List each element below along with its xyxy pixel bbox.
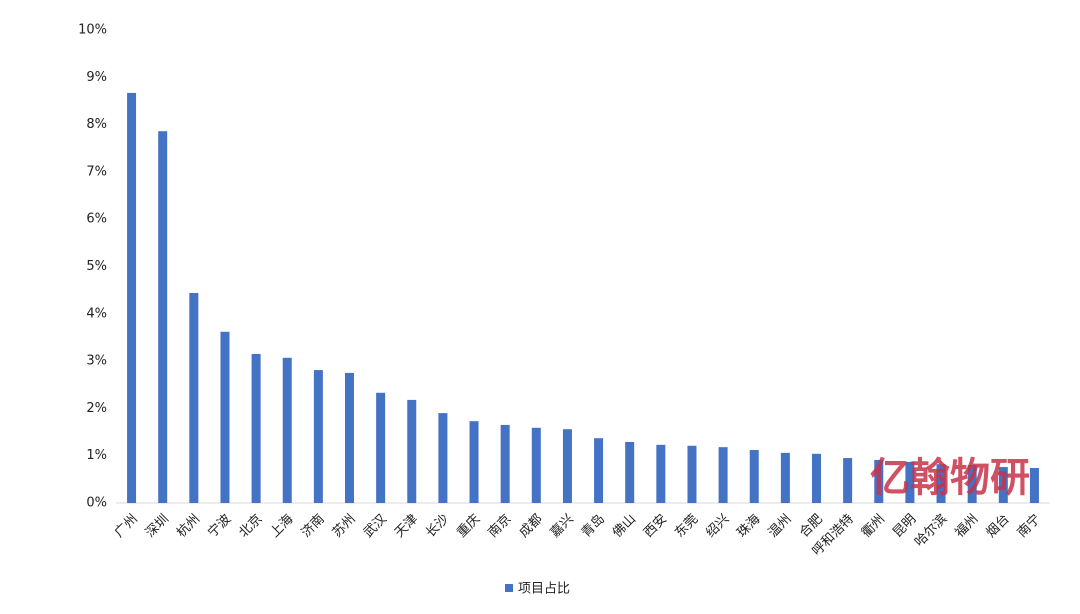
watermark: 亿翰物研 xyxy=(870,455,1030,501)
x-tick-label: 衢州 xyxy=(859,512,888,541)
bar xyxy=(158,131,168,504)
x-tick-label: 苏州 xyxy=(329,511,359,541)
bar xyxy=(376,392,386,503)
bar xyxy=(998,467,1008,503)
x-tick-label: 绍兴 xyxy=(703,512,732,541)
bar xyxy=(189,292,199,503)
bar xyxy=(407,399,417,503)
y-tick-label: 6% xyxy=(86,212,107,227)
bar xyxy=(625,441,635,503)
x-tick-label: 温州 xyxy=(766,512,795,541)
y-tick-label: 1% xyxy=(86,448,107,463)
bar xyxy=(313,370,323,503)
y-tick-label: 5% xyxy=(86,259,107,274)
x-tick-label: 济南 xyxy=(298,511,328,541)
x-tick-label: 南京 xyxy=(485,511,515,541)
x-tick-label: 武汉 xyxy=(361,512,390,541)
x-tick-label: 嘉兴 xyxy=(548,512,577,541)
legend-swatch xyxy=(505,584,513,592)
y-tick-label: 4% xyxy=(86,306,107,321)
x-tick-label: 青岛 xyxy=(578,511,608,541)
bar xyxy=(718,447,728,503)
x-tick-label: 北京 xyxy=(236,512,265,541)
bar xyxy=(251,354,261,503)
x-tick-label: 广州 xyxy=(112,512,141,541)
x-tick-label: 东莞 xyxy=(672,512,701,541)
x-tick-label: 珠海 xyxy=(735,512,764,541)
bar xyxy=(531,427,541,503)
bar xyxy=(594,438,604,503)
x-tick-label: 杭州 xyxy=(174,512,203,541)
y-tick-label: 2% xyxy=(86,401,107,416)
y-tick-label: 3% xyxy=(86,354,107,369)
bar xyxy=(967,465,977,503)
x-tick-label: 重庆 xyxy=(454,511,484,541)
bar xyxy=(780,452,790,503)
y-tick-label: 8% xyxy=(86,117,107,132)
y-tick-label: 10% xyxy=(78,23,107,38)
bar xyxy=(874,459,884,503)
bar xyxy=(562,429,572,503)
bar xyxy=(220,331,230,503)
y-tick-label: 9% xyxy=(86,70,107,85)
x-tick-label: 天津 xyxy=(392,512,421,541)
x-tick-label: 深圳 xyxy=(143,512,172,541)
y-tick-label: 0% xyxy=(86,496,107,511)
x-tick-label: 南宁 xyxy=(1014,511,1044,541)
bar xyxy=(282,357,292,503)
bar xyxy=(1029,467,1039,503)
bar xyxy=(500,424,510,503)
bar xyxy=(438,413,448,503)
bar xyxy=(345,372,354,503)
x-tick-label: 福州 xyxy=(952,512,981,541)
y-tick-label: 7% xyxy=(86,164,107,179)
bar xyxy=(936,464,946,503)
x-tick-label: 宁波 xyxy=(205,511,235,541)
x-tick-label: 上海 xyxy=(268,512,297,541)
x-tick-label: 烟台 xyxy=(984,512,1013,541)
bar xyxy=(127,92,137,503)
x-tick-label: 佛山 xyxy=(610,512,639,541)
bar xyxy=(469,421,479,503)
legend-label: 项目占比 xyxy=(518,582,570,597)
x-tick-label: 成都 xyxy=(517,512,546,541)
bar xyxy=(656,444,666,503)
x-tick-label: 长沙 xyxy=(423,512,452,541)
bar xyxy=(687,445,697,503)
bar xyxy=(749,450,759,503)
bar xyxy=(905,461,915,503)
x-tick-label: 西安 xyxy=(641,512,670,541)
x-tick-label: 哈尔滨 xyxy=(911,511,950,550)
bar xyxy=(843,458,853,503)
bar xyxy=(812,453,821,503)
